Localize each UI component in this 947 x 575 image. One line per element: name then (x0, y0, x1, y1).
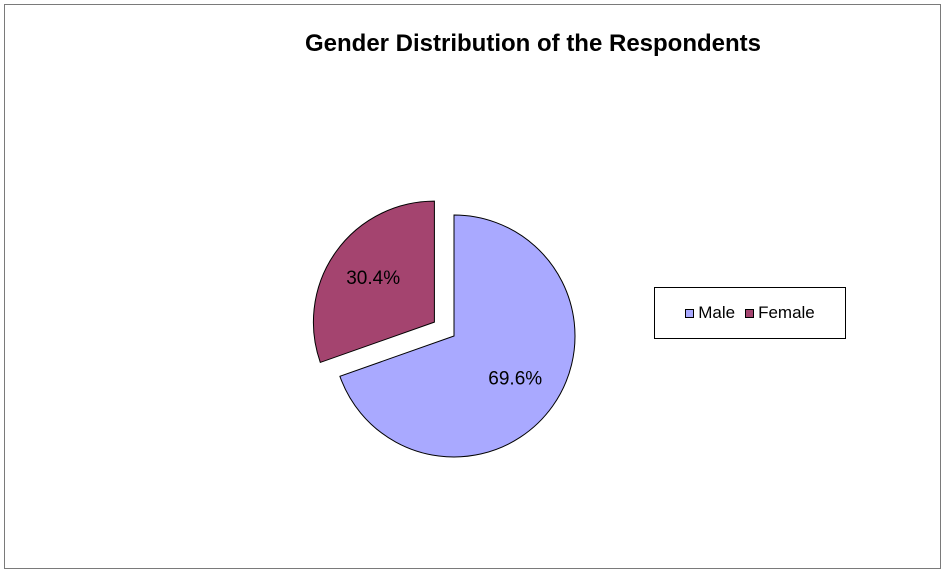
chart-title: Gender Distribution of the Respondents (304, 30, 761, 57)
legend-item-female: Female (745, 303, 815, 323)
legend-label-female: Female (758, 303, 815, 322)
legend-swatch-female (745, 308, 755, 318)
pie-slice-female (312, 200, 435, 364)
pie-slice-male (339, 214, 576, 458)
pie-label-male: 69.6% (488, 368, 542, 389)
legend-item-male: Male (685, 303, 735, 323)
legend-swatch-male (685, 308, 695, 318)
chart-legend: Male Female (654, 287, 846, 339)
pie-label-female: 30.4% (346, 268, 400, 289)
legend-label-male: Male (698, 303, 736, 322)
